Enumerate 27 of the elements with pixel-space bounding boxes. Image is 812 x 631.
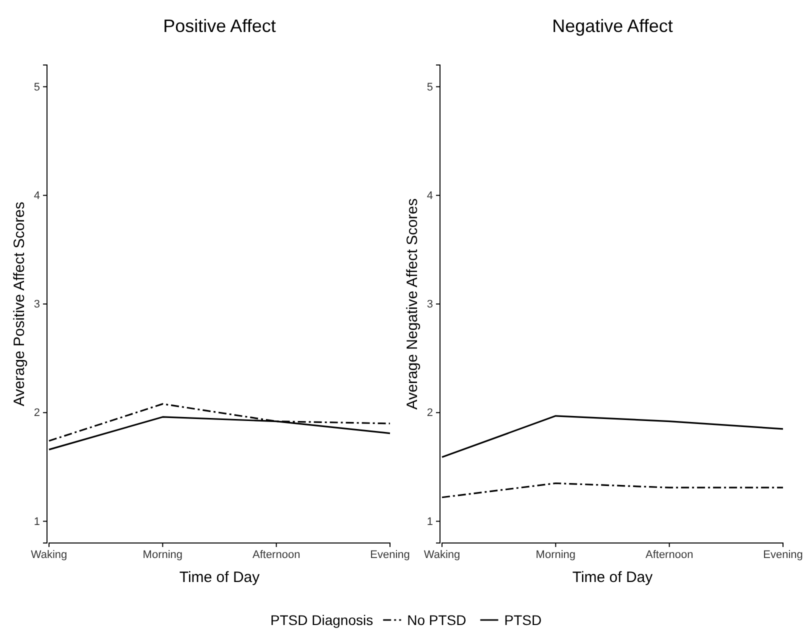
y-tick-label: 5 bbox=[34, 81, 40, 94]
legend-title: PTSD Diagnosis bbox=[270, 612, 374, 628]
legend-label: No PTSD bbox=[407, 612, 466, 628]
y-tick-label: 4 bbox=[426, 190, 433, 202]
y-tick-label: 5 bbox=[426, 81, 433, 94]
y-tick-label: 1 bbox=[34, 516, 40, 528]
x-tick-label: Morning bbox=[536, 548, 576, 561]
x-axis-title: Time of Day bbox=[572, 569, 654, 586]
x-axis-title: Time of Day bbox=[179, 569, 260, 586]
x-tick-label: Waking bbox=[424, 548, 460, 561]
x-tick-label: Evening bbox=[370, 548, 410, 561]
x-tick-label: Morning bbox=[142, 548, 183, 561]
y-tick-label: 4 bbox=[34, 190, 40, 202]
x-tick-label: Waking bbox=[30, 548, 68, 561]
y-tick-label: 1 bbox=[426, 516, 433, 528]
y-tick-label: 2 bbox=[426, 407, 433, 420]
x-tick-label: Afternoon bbox=[252, 548, 300, 561]
y-tick-label: 2 bbox=[34, 407, 40, 420]
y-tick-label: 3 bbox=[426, 298, 433, 311]
chart-title: Negative Affect bbox=[552, 16, 673, 36]
x-tick-label: Evening bbox=[763, 548, 803, 561]
y-tick-label: 3 bbox=[34, 298, 40, 311]
y-axis-title: Average Positive Affect Scores bbox=[11, 202, 28, 406]
chart-title: Positive Affect bbox=[163, 16, 276, 36]
y-axis-title: Average Negative Affect Scores bbox=[404, 198, 421, 410]
x-tick-label: Afternoon bbox=[645, 548, 694, 561]
legend-label: PTSD bbox=[504, 612, 542, 628]
